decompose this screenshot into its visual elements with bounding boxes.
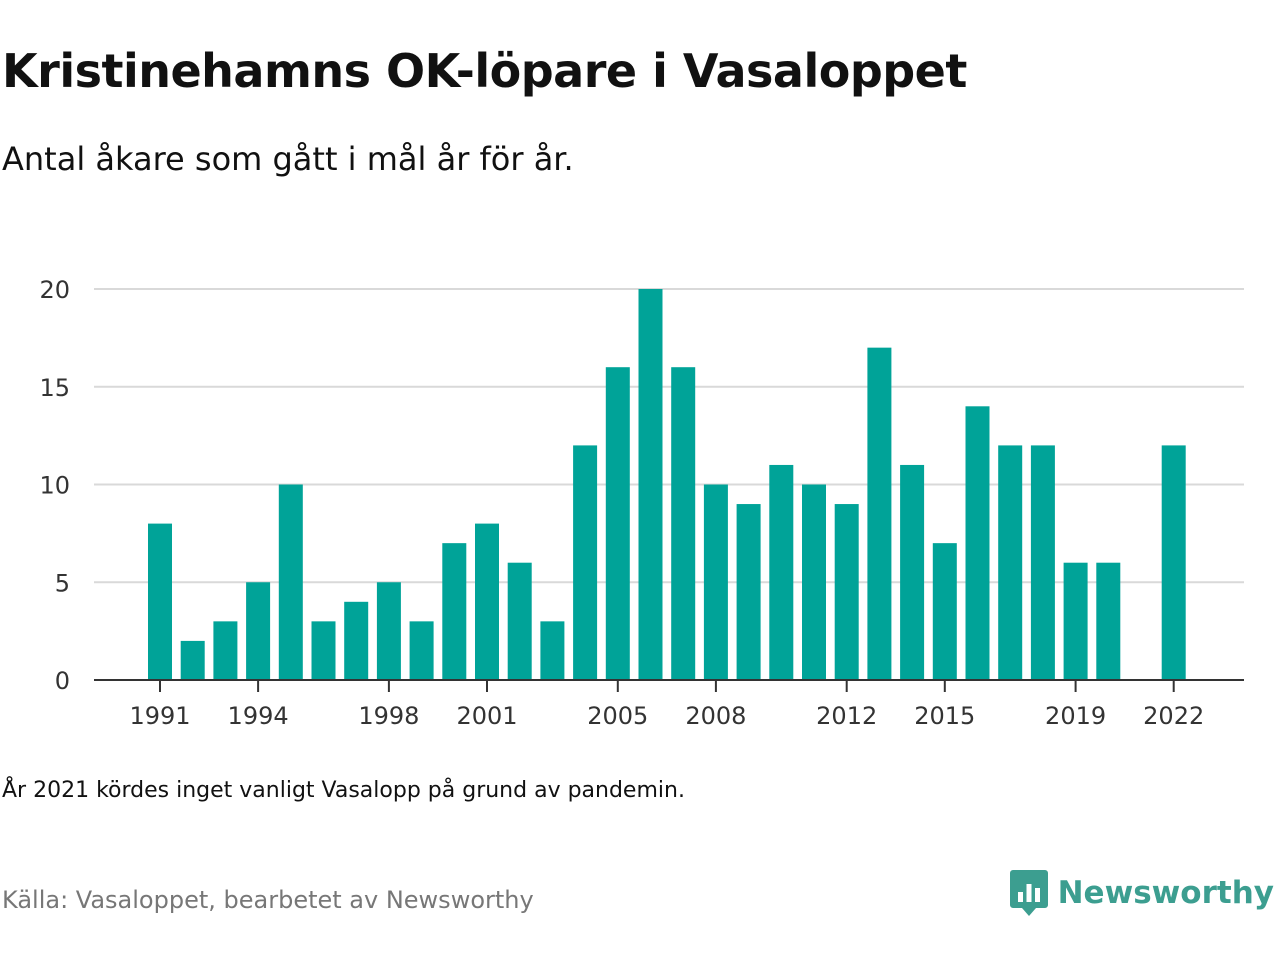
bar-2012 [834, 504, 859, 680]
x-tick-label: 2019 [1045, 702, 1106, 730]
bar-2005 [605, 367, 630, 680]
axes: 0 5 10 15 20 1991 1994 1998 2001 2005 2008 2012 2015… [39, 276, 1244, 730]
bar-2007 [671, 367, 696, 680]
bar-2003 [540, 621, 565, 680]
x-tick-label: 2005 [587, 702, 648, 730]
x-tick-label: 2015 [914, 702, 975, 730]
bar-1995 [278, 484, 303, 680]
bar-2004 [573, 445, 598, 680]
bar-2014 [900, 464, 925, 680]
x-tick-label: 2022 [1143, 702, 1204, 730]
footnote: År 2021 kördes inget vanligt Vasalopp på… [2, 778, 685, 803]
bar-2001 [475, 523, 499, 680]
bar-2000 [442, 543, 467, 680]
bar-2009 [736, 504, 761, 680]
y-tick-label: 0 [55, 667, 70, 695]
x-tick-label: 1991 [129, 702, 190, 730]
bar-1993 [213, 621, 238, 680]
bar-2018 [1030, 445, 1055, 680]
chart-title: Kristinehamns OK-löpare i Vasaloppet [2, 44, 967, 98]
bar-2020 [1096, 562, 1121, 680]
x-tick-label: 1998 [358, 702, 419, 730]
bar-2022 [1161, 445, 1186, 680]
newsworthy-logo-icon [1009, 870, 1048, 916]
brand-logo: Newsworthy [1009, 868, 1274, 918]
x-tick-label: 2001 [456, 702, 517, 730]
bar-2015 [932, 543, 957, 680]
bar-1991 [148, 523, 172, 680]
y-tick-label: 20 [39, 276, 70, 304]
bar-1997 [344, 601, 369, 680]
y-tick-label: 5 [55, 569, 70, 597]
y-tick-label: 10 [39, 472, 70, 500]
bar-2008 [703, 484, 728, 680]
chart-subtitle: Antal åkare som gått i mål år för år. [2, 140, 574, 178]
bar-1992 [180, 640, 205, 680]
bar-1999 [409, 621, 434, 680]
bar-2016 [965, 406, 990, 680]
bar-1998 [376, 582, 401, 680]
bar-2006 [638, 289, 663, 680]
bar-1994 [246, 582, 271, 680]
bar-2013 [867, 347, 892, 680]
y-tick-label: 15 [39, 374, 70, 402]
bar-chart: 0 5 10 15 20 1991 1994 1998 2001 2005 2008 2012 2015… [39, 276, 1244, 730]
source-text: Källa: Vasaloppet, bearbetet av Newswort… [2, 886, 534, 914]
bar-2011 [802, 484, 826, 680]
x-tick-label: 2008 [685, 702, 746, 730]
x-tick-label: 2012 [816, 702, 877, 730]
bar-2019 [1063, 562, 1088, 680]
bar-1996 [311, 621, 336, 680]
brand-name: Newsworthy [1057, 875, 1274, 911]
bar-2002 [507, 562, 532, 680]
x-tick-label: 1994 [228, 702, 289, 730]
bar-2010 [769, 464, 794, 680]
grid-lines [94, 288, 1244, 584]
bar-2017 [998, 445, 1023, 680]
bars [148, 289, 1186, 680]
